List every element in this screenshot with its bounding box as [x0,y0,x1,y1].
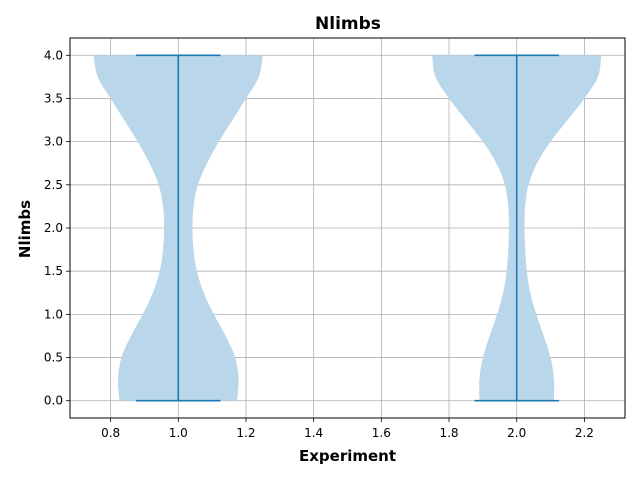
x-tick-label: 1.4 [304,426,323,440]
y-tick-label: 0.5 [44,351,63,365]
y-tick-label: 3.0 [44,135,63,149]
x-tick-label: 1.0 [169,426,188,440]
chart-title: Nlimbs [315,14,381,34]
y-tick-label: 2.0 [44,221,63,235]
x-tick-label: 2.0 [507,426,526,440]
x-tick-label: 2.2 [575,426,594,440]
ticks: 0.8 1.0 1.2 1.4 1.6 1.8 2.0 2.2 0.0 0.5 1.0 1.5 2.0 2… [44,48,594,440]
y-tick-label: 1.5 [44,264,63,278]
x-axis-label: Experiment [299,447,396,465]
y-tick-label: 4.0 [44,48,63,62]
x-tick-label: 0.8 [101,426,120,440]
y-tick-label: 2.5 [44,178,63,192]
y-tick-label: 1.0 [44,307,63,321]
x-tick-label: 1.6 [372,426,391,440]
y-axis-label: Nlimbs [16,200,34,258]
violins [93,54,602,402]
x-tick-label: 1.8 [439,426,458,440]
y-tick-label: 3.5 [44,91,63,105]
y-tick-label: 0.0 [44,394,63,408]
x-tick-label: 1.2 [236,426,255,440]
